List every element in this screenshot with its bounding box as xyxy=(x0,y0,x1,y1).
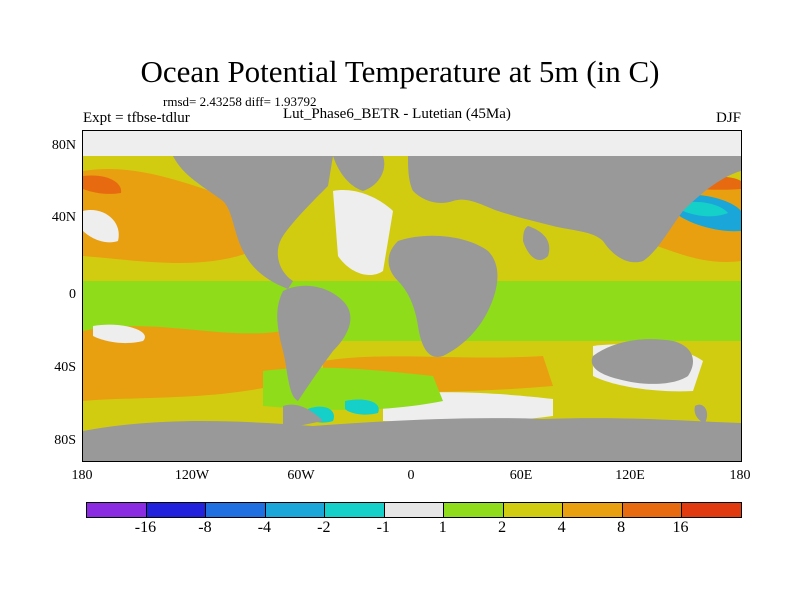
lon-label-0: 0 xyxy=(407,468,415,483)
land-new-zealand xyxy=(694,404,708,423)
colorbar-segment xyxy=(325,503,385,517)
ocean-cold-antarctic-atl xyxy=(345,399,379,415)
colorbar-label: -16 xyxy=(134,519,157,536)
subtitle: Lut_Phase6_BETR - Lutetian (45Ma) xyxy=(283,106,511,122)
land-australia xyxy=(591,339,693,384)
colorbar-segment xyxy=(622,503,683,517)
colorbar-segment xyxy=(563,503,623,517)
land-antarctic-peninsula xyxy=(283,404,323,429)
arctic-white xyxy=(83,131,741,156)
colorbar-segment xyxy=(444,503,504,517)
colorbar-segment xyxy=(146,503,207,517)
colorbar-label: 2 xyxy=(498,519,507,536)
lat-label-80s: 80S xyxy=(54,433,76,448)
land-india xyxy=(523,226,550,261)
land-north-america xyxy=(173,156,333,289)
colorbar-label: -2 xyxy=(317,519,331,536)
colorbar-label: 8 xyxy=(617,519,626,536)
season-label: DJF xyxy=(715,110,741,126)
map-plot xyxy=(82,130,742,462)
colorbar-segment xyxy=(503,503,564,517)
colorbar-segment xyxy=(682,503,742,517)
colorbar-label: -8 xyxy=(198,519,212,536)
land-africa xyxy=(388,235,498,357)
lon-label-120w: 120W xyxy=(174,468,210,483)
ocean-north-pacific-warm xyxy=(83,168,253,263)
experiment-label: Expt = tfbse-tdlur xyxy=(83,110,190,126)
ocean-tropical-band xyxy=(83,281,741,341)
ocean-white-north-atlantic xyxy=(333,190,393,276)
colorbar-segment xyxy=(206,503,266,517)
colorbar-segment xyxy=(265,503,326,517)
lon-label-180w: 180 xyxy=(71,468,93,483)
ocean-south-pacific-warm xyxy=(83,326,293,401)
stats-text: rmsd= 2.43258 diff= 1.93792 xyxy=(163,94,317,109)
colorbar-label: 1 xyxy=(438,519,447,536)
land-antarctica xyxy=(83,418,741,461)
colorbar-segment xyxy=(384,503,445,517)
colorbar-label: -1 xyxy=(376,519,390,536)
lon-label-120e: 120E xyxy=(615,468,645,483)
colorbar-label: -4 xyxy=(257,519,272,536)
colorbar-label: 4 xyxy=(557,519,566,536)
lat-label-40s: 40S xyxy=(54,360,76,375)
plot-title: Ocean Potential Temperature at 5m (in C) xyxy=(140,54,660,89)
colorbar-label: 16 xyxy=(672,519,689,536)
land-south-america xyxy=(277,285,351,401)
land-greenland xyxy=(333,156,385,191)
ocean-cold-north-pacific-2 xyxy=(683,201,728,217)
lon-label-60w: 60W xyxy=(287,468,315,483)
lat-label-80n: 80N xyxy=(51,138,76,153)
colorbar-segment xyxy=(87,503,147,517)
lat-label-0: 0 xyxy=(69,287,76,302)
land-eurasia xyxy=(408,156,741,263)
lat-label-40n: 40N xyxy=(51,210,76,225)
ocean-white-east-pacific xyxy=(83,210,119,243)
ocean-dark-orange-nw xyxy=(83,175,122,194)
ocean-white-south-pacific xyxy=(93,324,145,344)
colorbar xyxy=(86,502,742,518)
lon-label-180e: 180 xyxy=(729,468,751,483)
map-svg xyxy=(83,131,741,461)
lon-label-60e: 60E xyxy=(509,468,533,483)
